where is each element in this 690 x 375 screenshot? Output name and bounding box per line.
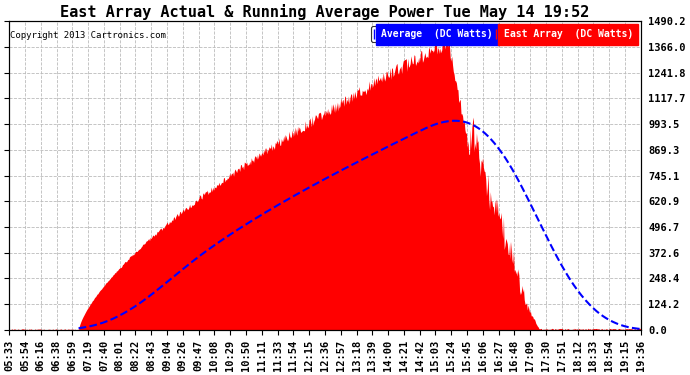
Legend: Average  (DC Watts), East Array  (DC Watts): Average (DC Watts), East Array (DC Watts… — [371, 26, 635, 42]
Text: Copyright 2013 Cartronics.com: Copyright 2013 Cartronics.com — [10, 31, 166, 40]
Title: East Array Actual & Running Average Power Tue May 14 19:52: East Array Actual & Running Average Powe… — [60, 4, 589, 20]
